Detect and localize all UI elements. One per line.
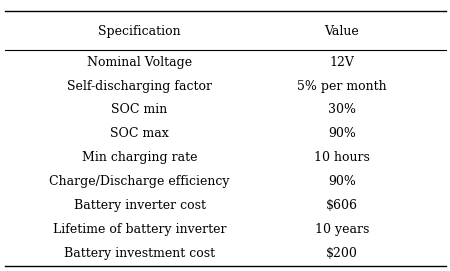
Text: Lifetime of battery inverter: Lifetime of battery inverter — [53, 223, 226, 236]
Text: Battery investment cost: Battery investment cost — [64, 247, 215, 260]
Text: 10 hours: 10 hours — [314, 151, 370, 164]
Text: Nominal Voltage: Nominal Voltage — [87, 56, 192, 69]
Text: $200: $200 — [326, 247, 358, 260]
Text: 30%: 30% — [328, 104, 356, 117]
Text: 90%: 90% — [328, 127, 356, 140]
Text: Battery inverter cost: Battery inverter cost — [73, 199, 206, 212]
Text: 5% per month: 5% per month — [297, 80, 387, 92]
Text: SOC max: SOC max — [110, 127, 169, 140]
Text: Value: Value — [324, 25, 360, 38]
Text: 10 years: 10 years — [315, 223, 369, 236]
Text: Specification: Specification — [98, 25, 181, 38]
Text: 12V: 12V — [329, 56, 355, 69]
Text: $606: $606 — [326, 199, 358, 212]
Text: Self-discharging factor: Self-discharging factor — [67, 80, 212, 92]
Text: Charge/Discharge efficiency: Charge/Discharge efficiency — [49, 175, 230, 188]
Text: SOC min: SOC min — [112, 104, 167, 117]
Text: Min charging rate: Min charging rate — [82, 151, 197, 164]
Text: 90%: 90% — [328, 175, 356, 188]
